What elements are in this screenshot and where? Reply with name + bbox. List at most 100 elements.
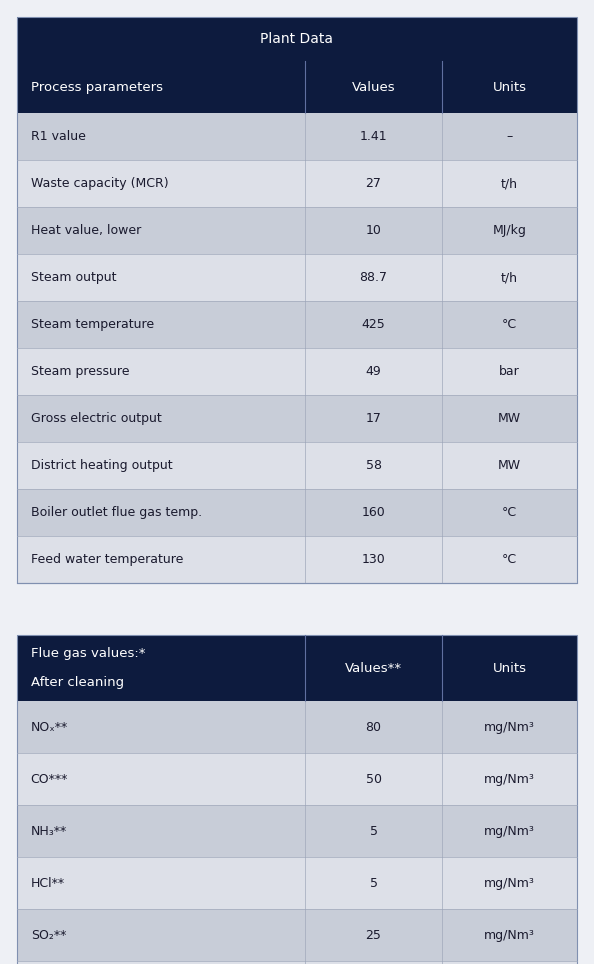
Bar — [442, 490, 577, 536]
Text: mg/Nm³: mg/Nm³ — [484, 877, 535, 890]
Bar — [305, 302, 442, 348]
Bar — [17, 254, 305, 302]
Text: Units: Units — [492, 81, 526, 94]
Text: 58: 58 — [365, 460, 381, 472]
Text: °C: °C — [502, 318, 517, 332]
Text: mg/Nm³: mg/Nm³ — [484, 929, 535, 942]
Bar — [17, 160, 305, 207]
Bar — [17, 17, 577, 583]
Text: 5: 5 — [369, 825, 378, 838]
Bar — [305, 207, 442, 254]
Bar — [305, 160, 442, 207]
Bar — [442, 160, 577, 207]
Bar — [442, 753, 577, 805]
Text: After cleaning: After cleaning — [31, 677, 124, 689]
Bar — [442, 62, 577, 114]
Text: Steam output: Steam output — [31, 271, 116, 284]
Text: mg/Nm³: mg/Nm³ — [484, 721, 535, 734]
Text: Gross electric output: Gross electric output — [31, 413, 162, 425]
Bar — [17, 17, 577, 62]
Text: SO₂**: SO₂** — [31, 929, 66, 942]
Text: 130: 130 — [362, 553, 386, 567]
Bar — [17, 857, 305, 909]
Text: 160: 160 — [362, 506, 386, 520]
Bar — [442, 114, 577, 160]
Bar — [17, 490, 305, 536]
Text: CO***: CO*** — [31, 773, 68, 786]
Text: Steam pressure: Steam pressure — [31, 365, 129, 378]
Bar — [305, 490, 442, 536]
Bar — [17, 909, 305, 961]
Text: 50: 50 — [365, 773, 381, 786]
Bar — [17, 302, 305, 348]
Text: Boiler outlet flue gas temp.: Boiler outlet flue gas temp. — [31, 506, 202, 520]
Bar — [305, 805, 442, 857]
Bar — [305, 702, 442, 753]
Bar — [17, 114, 305, 160]
Text: Steam temperature: Steam temperature — [31, 318, 154, 332]
Text: R1 value: R1 value — [31, 130, 86, 144]
Text: 425: 425 — [362, 318, 386, 332]
Bar — [305, 909, 442, 961]
Bar — [17, 62, 305, 114]
Bar — [442, 702, 577, 753]
Bar — [305, 348, 442, 395]
Bar — [305, 254, 442, 302]
Text: mg/Nm³: mg/Nm³ — [484, 825, 535, 838]
Bar — [442, 635, 577, 702]
Bar — [442, 348, 577, 395]
Text: NH₃**: NH₃** — [31, 825, 67, 838]
Bar — [442, 961, 577, 964]
Bar — [17, 536, 305, 583]
Text: Units: Units — [492, 662, 526, 675]
Bar — [17, 635, 305, 702]
Bar — [305, 62, 442, 114]
Bar — [442, 805, 577, 857]
Bar — [305, 635, 442, 702]
Bar — [442, 909, 577, 961]
Text: MJ/kg: MJ/kg — [492, 225, 526, 237]
Text: Process parameters: Process parameters — [31, 81, 163, 94]
Text: Values**: Values** — [345, 662, 402, 675]
Bar — [305, 857, 442, 909]
Text: 10: 10 — [365, 225, 381, 237]
Bar — [442, 254, 577, 302]
Text: 25: 25 — [365, 929, 381, 942]
Text: District heating output: District heating output — [31, 460, 172, 472]
Bar — [305, 395, 442, 442]
Bar — [17, 442, 305, 490]
Text: bar: bar — [499, 365, 520, 378]
Text: HCl**: HCl** — [31, 877, 65, 890]
Text: MW: MW — [498, 460, 521, 472]
Bar — [17, 805, 305, 857]
Text: Feed water temperature: Feed water temperature — [31, 553, 183, 567]
Bar — [17, 753, 305, 805]
Text: 1.41: 1.41 — [360, 130, 387, 144]
Bar — [442, 442, 577, 490]
Text: 49: 49 — [366, 365, 381, 378]
Text: Heat value, lower: Heat value, lower — [31, 225, 141, 237]
Text: 88.7: 88.7 — [359, 271, 387, 284]
Bar — [305, 753, 442, 805]
Bar — [305, 536, 442, 583]
Text: NOₓ**: NOₓ** — [31, 721, 68, 734]
Bar — [442, 395, 577, 442]
Text: mg/Nm³: mg/Nm³ — [484, 773, 535, 786]
Bar — [442, 302, 577, 348]
Text: –: – — [507, 130, 513, 144]
Text: Values: Values — [352, 81, 396, 94]
Bar — [17, 961, 305, 964]
Text: 5: 5 — [369, 877, 378, 890]
Text: Plant Data: Plant Data — [261, 33, 333, 46]
Bar — [17, 395, 305, 442]
Bar — [305, 961, 442, 964]
Bar — [305, 442, 442, 490]
Text: MW: MW — [498, 413, 521, 425]
Bar — [17, 348, 305, 395]
Text: Flue gas values:*: Flue gas values:* — [31, 648, 145, 660]
Text: 17: 17 — [365, 413, 381, 425]
Text: °C: °C — [502, 553, 517, 567]
Text: t/h: t/h — [501, 177, 518, 190]
Bar — [442, 207, 577, 254]
Bar — [17, 635, 577, 964]
